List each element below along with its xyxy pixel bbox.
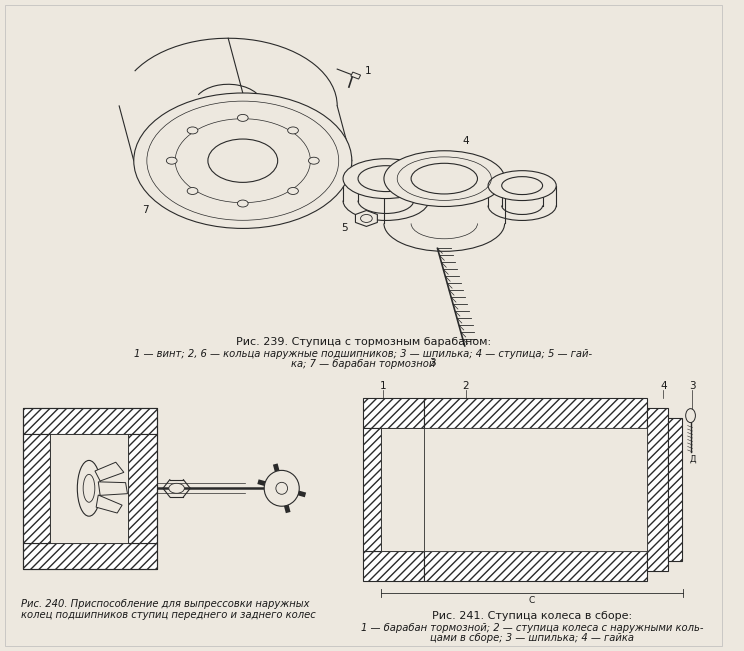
Ellipse shape xyxy=(384,151,504,206)
Ellipse shape xyxy=(272,478,292,498)
Ellipse shape xyxy=(288,127,298,134)
Text: 1: 1 xyxy=(379,381,386,391)
Ellipse shape xyxy=(208,139,278,182)
Text: 2: 2 xyxy=(462,381,469,391)
Text: A: A xyxy=(498,438,505,447)
Text: 1: 1 xyxy=(365,66,372,76)
Text: колец подшипников ступиц переднего и заднего колес: колец подшипников ступиц переднего и зад… xyxy=(21,610,315,620)
Ellipse shape xyxy=(264,471,299,506)
Text: 7: 7 xyxy=(142,206,149,215)
Bar xyxy=(364,428,381,551)
Ellipse shape xyxy=(343,159,429,199)
Ellipse shape xyxy=(501,176,542,195)
Ellipse shape xyxy=(77,460,100,516)
Text: 4: 4 xyxy=(660,381,667,391)
Ellipse shape xyxy=(686,409,696,422)
Polygon shape xyxy=(351,72,361,79)
Text: 3: 3 xyxy=(689,381,696,391)
Text: 2: 2 xyxy=(332,165,339,176)
Ellipse shape xyxy=(288,187,298,195)
Text: 1 — барабан тормозной; 2 — ступица колеса с наружными коль-: 1 — барабан тормозной; 2 — ступица колес… xyxy=(361,623,703,633)
Bar xyxy=(50,434,128,543)
Ellipse shape xyxy=(187,187,198,195)
Text: 5: 5 xyxy=(341,223,348,234)
Polygon shape xyxy=(95,462,124,481)
Text: 6: 6 xyxy=(472,193,478,202)
Ellipse shape xyxy=(134,93,352,229)
Bar xyxy=(647,408,668,571)
Bar xyxy=(23,408,157,569)
Text: 1 — винт; 2, 6 — кольца наружные подшипников; 3 — шпилька; 4 — ступица; 5 — гай-: 1 — винт; 2, 6 — кольца наружные подшипн… xyxy=(135,349,592,359)
Text: Рис. 239. Ступица с тормозным барабаном:: Рис. 239. Ступица с тормозным барабаном: xyxy=(236,337,491,347)
Bar xyxy=(128,434,157,543)
Ellipse shape xyxy=(361,214,372,223)
Ellipse shape xyxy=(488,171,557,201)
Text: 3: 3 xyxy=(429,358,436,368)
Bar xyxy=(424,398,647,428)
Bar xyxy=(668,417,682,561)
Ellipse shape xyxy=(276,482,288,494)
Bar xyxy=(424,428,647,551)
Bar xyxy=(23,543,157,569)
Polygon shape xyxy=(356,210,377,227)
Text: цами в сборе; 3 — шпилька; 4 — гайка: цами в сборе; 3 — шпилька; 4 — гайка xyxy=(430,633,634,643)
Ellipse shape xyxy=(309,158,319,164)
Ellipse shape xyxy=(167,158,177,164)
Text: Рис. 240. Приспособление для выпрессовки наружных: Рис. 240. Приспособление для выпрессовки… xyxy=(21,599,310,609)
Ellipse shape xyxy=(237,200,248,207)
Ellipse shape xyxy=(169,483,185,493)
Ellipse shape xyxy=(411,163,478,194)
Ellipse shape xyxy=(83,475,94,502)
Ellipse shape xyxy=(237,115,248,121)
Bar xyxy=(23,434,50,543)
Bar xyxy=(381,428,424,551)
Polygon shape xyxy=(96,495,122,513)
Bar xyxy=(424,551,647,581)
Text: Д: Д xyxy=(689,455,696,464)
Text: В: В xyxy=(498,517,505,525)
Text: 4: 4 xyxy=(462,136,469,146)
Ellipse shape xyxy=(358,166,414,191)
Bar xyxy=(364,551,424,581)
Text: ка; 7 — барабан тормозной: ка; 7 — барабан тормозной xyxy=(292,359,436,369)
Polygon shape xyxy=(98,482,127,495)
Bar xyxy=(364,398,424,428)
Text: Рис. 241. Ступица колеса в сборе:: Рис. 241. Ступица колеса в сборе: xyxy=(432,611,632,621)
Text: Б: Б xyxy=(498,485,505,494)
Bar xyxy=(23,408,157,434)
Ellipse shape xyxy=(187,127,198,134)
Text: С: С xyxy=(529,596,535,605)
